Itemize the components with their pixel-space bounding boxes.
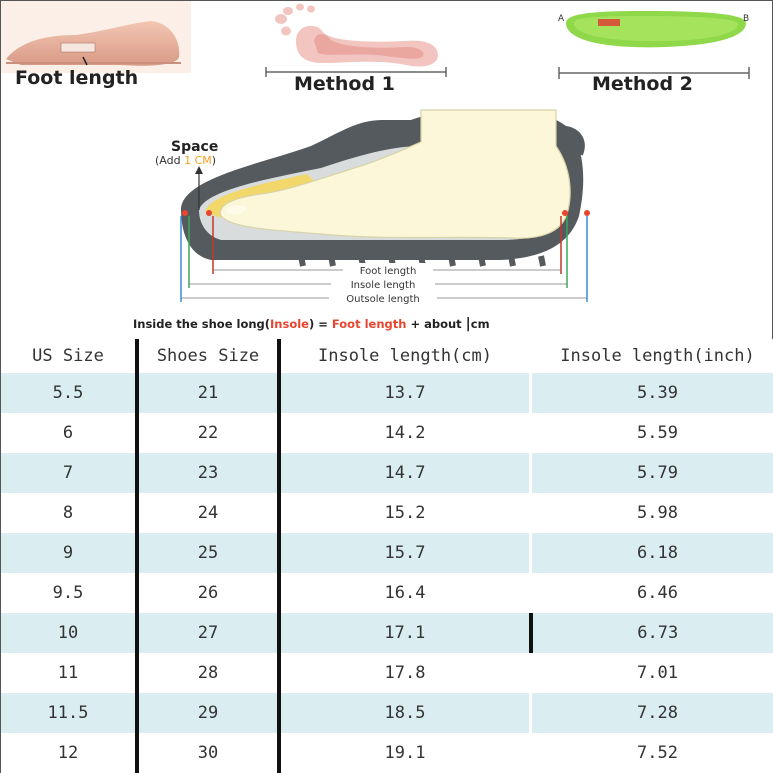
cell-shoes-size: 29 [137,693,281,733]
cell-insole-cm: 14.2 [279,413,532,453]
heel-cup [556,125,585,156]
header-shoes-size: Shoes Size [137,339,281,373]
foot-length-measure-label: Foot length [360,266,417,277]
cell-shoes-size: 22 [137,413,281,453]
table-row: 9 25 15.7 6.18 [1,533,773,573]
cell-insole-inch: 7.28 [530,693,773,733]
cell-us-size: 8 [1,493,139,533]
method2-panel: A B Method 2 [556,1,756,101]
cell-insole-inch: 6.46 [530,573,773,613]
cell-insole-cm: 19.1 [279,733,532,773]
formula-bar: | [466,316,471,332]
method1-label: Method 1 [294,73,395,95]
cell-us-size: 9 [1,533,139,573]
cell-insole-cm: 17.1 [279,613,533,653]
cell-us-size: 11.5 [1,693,139,733]
cell-shoes-size: 25 [137,533,281,573]
cell-insole-cm: 14.7 [279,453,532,493]
space-add-value: 1 CM [184,154,212,167]
outsole-toe-marker [182,210,188,216]
space-add-suffix: ) [212,154,216,167]
table-row: 11 28 17.8 7.01 [1,653,773,693]
table-row: 10 27 17.1 6.73 [1,613,773,653]
cell-us-size: 5.5 [1,373,139,413]
cell-insole-inch: 6.73 [530,613,773,653]
toe-shape [226,206,247,214]
insole-length-measure-label: Insole length [351,280,416,291]
cell-insole-cm: 13.7 [279,373,532,413]
formula-foot-length: Foot length [332,317,407,331]
size-table: US Size Shoes Size Insole length(cm) Ins… [1,339,773,773]
table-row: 12 30 19.1 7.52 [1,733,773,773]
cell-insole-inch: 5.59 [530,413,773,453]
cell-us-size: 9.5 [1,573,139,613]
method1-panel: Method 1 [256,1,456,101]
foot-length-label: Foot length [15,67,139,89]
table-row: 8 24 15.2 5.98 [1,493,773,533]
foot-length-panel: Foot length [1,1,191,101]
header-insole-cm: Insole length(cm) [279,339,532,373]
cell-insole-cm: 18.5 [279,693,532,733]
cell-shoes-size: 28 [137,653,281,693]
cell-insole-inch: 5.98 [530,493,773,533]
formula-unit: cm [471,317,490,331]
insole-point-a: A [558,14,565,24]
cell-us-size: 11 [1,653,139,693]
insole-formula: Inside the shoe long(Insole) = Foot leng… [133,316,490,332]
formula-part2: ) = [309,317,332,331]
header-insole-inch: Insole length(inch) [530,339,773,373]
foot-shape [219,109,571,239]
cell-insole-inch: 5.39 [530,373,773,413]
outsole-length-measure-label: Outsole length [346,294,419,305]
shoe-space-diagram: Space (Add 1 CM) Foot length Insole leng… [133,109,590,332]
cell-shoes-size: 26 [137,573,281,613]
measurement-guide: Foot length Method 1 A B [1,1,772,101]
formula-part3: + about [406,317,465,331]
cell-us-size: 7 [1,453,139,493]
table-row: 5.5 21 13.7 5.39 [1,373,773,413]
cell-us-size: 10 [1,613,139,653]
table-row: 7 23 14.7 5.79 [1,453,773,493]
cell-insole-inch: 7.01 [530,653,773,693]
foot-photo [1,1,191,73]
space-label: Space [171,139,218,155]
cell-shoes-size: 30 [137,733,281,773]
insole-point-b: B [743,14,749,24]
space-add-note: (Add 1 CM) [155,154,216,167]
insole-heel-marker [562,210,568,216]
insole-toe-marker [206,210,212,216]
cell-insole-cm: 17.8 [279,653,532,693]
formula-part1: Inside the shoe long( [133,317,270,331]
table-header-row: US Size Shoes Size Insole length(cm) Ins… [1,339,773,373]
header-us-size: US Size [1,339,139,373]
cell-insole-cm: 15.2 [279,493,532,533]
cell-shoes-size: 23 [137,453,281,493]
cell-us-size: 6 [1,413,139,453]
footprint-icon [265,3,447,77]
method2-label: Method 2 [592,73,693,95]
space-arrow-head [195,166,203,174]
formula-insole: Insole [270,317,309,331]
table-row: 11.5 29 18.5 7.28 [1,693,773,733]
cell-insole-inch: 7.52 [530,733,773,773]
cell-shoes-size: 21 [137,373,281,413]
cell-insole-cm: 15.7 [279,533,532,573]
cell-insole-inch: 5.79 [530,453,773,493]
cell-shoes-size: 27 [137,613,281,653]
cell-insole-inch: 6.18 [530,533,773,573]
insole-icon: A B [558,11,750,79]
shoe-tread [298,255,546,267]
cell-shoes-size: 24 [137,493,281,533]
space-add-prefix: (Add [155,154,184,167]
table-row: 9.5 26 16.4 6.46 [1,573,773,613]
cell-us-size: 12 [1,733,139,773]
outsole-heel-marker [584,210,590,216]
table-row: 6 22 14.2 5.59 [1,413,773,453]
cell-insole-cm: 16.4 [279,573,532,613]
